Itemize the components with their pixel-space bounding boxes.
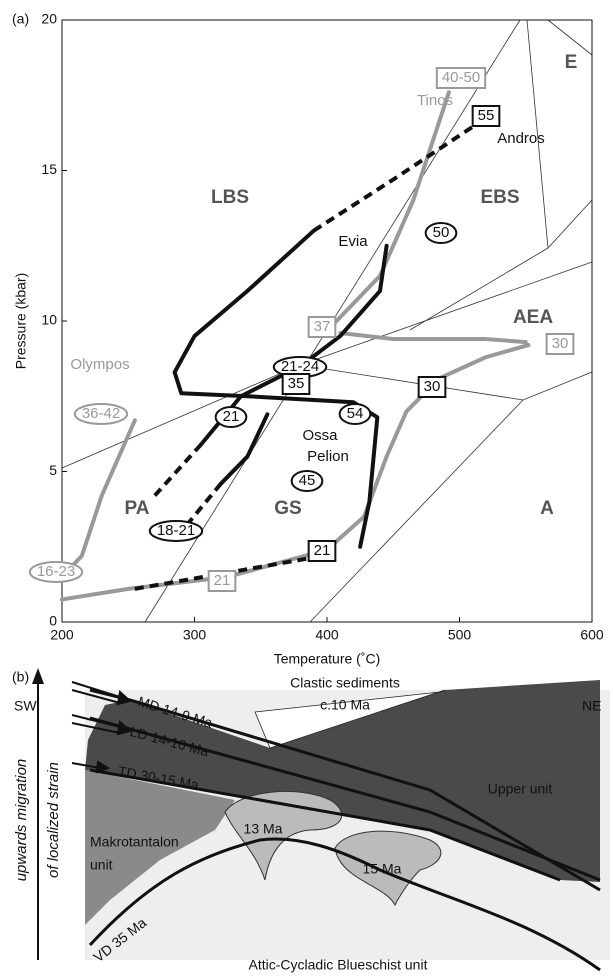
y-axis-label: Pressure (kbar)	[13, 273, 29, 369]
label-box	[207, 570, 237, 592]
age-label: 54	[347, 405, 364, 422]
fault-md	[89, 688, 601, 892]
unit-label: Upper unit	[488, 781, 553, 797]
pt-path	[199, 243, 389, 447]
x-tick-label: 300	[183, 627, 207, 643]
age-label: 30	[424, 378, 441, 395]
pt-path	[60, 343, 531, 602]
age-label: 18-21	[157, 522, 195, 539]
label-ellipse	[214, 406, 248, 428]
x-axis-label: Temperature (˚C)	[274, 651, 381, 667]
side-label: of localized strain	[45, 762, 62, 878]
unit-label: Makrotantalon	[90, 834, 179, 850]
facies-label: AEA	[513, 307, 553, 328]
path-label: Ossa	[302, 427, 338, 444]
age-label: 21	[314, 542, 331, 559]
y-tick-label: 20	[41, 11, 57, 27]
path-label: Olympos	[70, 356, 129, 373]
label-box	[307, 316, 337, 338]
facies-label: EBS	[480, 187, 519, 208]
y-tick-label: 0	[49, 613, 57, 629]
direction-label: SW	[14, 698, 37, 714]
facies-label: A	[540, 498, 554, 519]
pt-path	[219, 412, 270, 486]
fault-td	[89, 768, 561, 882]
y-tick-label: 15	[41, 161, 57, 177]
age-label: 30	[552, 335, 569, 352]
label-ellipse	[148, 520, 204, 542]
pt-path	[338, 331, 528, 345]
direction-label: NE	[582, 698, 601, 714]
pt-path	[134, 550, 341, 591]
panel-label: (b)	[12, 669, 29, 685]
facies-line	[309, 399, 524, 623]
dome	[334, 830, 442, 907]
y-tick-label: 5	[49, 462, 57, 478]
unit-label: Clastic sediments	[290, 675, 400, 691]
path-label: Pelion	[307, 448, 349, 465]
age-label: 36-42	[82, 405, 120, 422]
pt-path	[153, 443, 203, 497]
age-label: 37	[314, 318, 331, 335]
x-tick-label: 400	[315, 627, 339, 643]
panel-label: (a)	[12, 11, 29, 27]
pt-path	[312, 120, 481, 233]
age-label: 21	[223, 408, 240, 425]
facies-label: E	[565, 52, 578, 73]
age-label: 21	[214, 572, 231, 589]
unit-label: unit	[90, 857, 113, 873]
label-ellipse	[73, 403, 129, 425]
facies-line	[547, 19, 593, 56]
unit-label: 15 Ma	[363, 861, 402, 877]
label-box	[417, 376, 447, 398]
age-label: 40-50	[442, 69, 480, 86]
path-label: Tinos	[417, 92, 453, 109]
age-label: 35	[288, 375, 305, 392]
label-ellipse	[28, 561, 84, 583]
unit-label: Attic-Cycladic Blueschist unit	[249, 957, 428, 973]
label-box	[435, 67, 487, 89]
label-box	[471, 105, 501, 127]
label-box	[545, 333, 575, 355]
age-label: 45	[299, 472, 316, 489]
migration-arrowhead	[32, 668, 44, 684]
label-ellipse	[338, 403, 372, 425]
y-tick-label: 10	[41, 312, 57, 328]
age-label: 55	[478, 107, 495, 124]
upper-unit	[85, 680, 600, 882]
x-tick-label: 500	[448, 627, 472, 643]
path-label: Evia	[338, 233, 368, 250]
label-box	[281, 373, 311, 395]
label-ellipse	[424, 222, 458, 244]
facies-label: LBS	[211, 187, 249, 208]
label-box	[307, 540, 337, 562]
x-tick-label: 200	[50, 627, 74, 643]
pt-path	[331, 90, 451, 327]
unit-label: c.10 Ma	[320, 697, 370, 713]
label-ellipse	[290, 470, 324, 492]
age-label: 21-24	[281, 358, 319, 375]
shear-arrows	[71, 681, 133, 774]
facies-line	[526, 19, 549, 249]
facies-label: GS	[274, 498, 301, 519]
age-label: 50	[433, 224, 450, 241]
unit-label: 13 Ma	[244, 821, 283, 837]
dome	[224, 790, 342, 881]
makrotantalon-unit	[85, 770, 235, 925]
fault-ld	[89, 716, 601, 882]
side-label: upwards migration	[13, 759, 30, 882]
facies-label: PA	[125, 498, 150, 519]
facies-line	[409, 199, 593, 331]
x-tick-label: 600	[580, 627, 604, 643]
path-label: Andros	[497, 130, 545, 147]
cross-section: (b) SW NE upwards migration of localized…	[12, 668, 610, 973]
sediments	[254, 689, 446, 749]
pt-path	[172, 228, 380, 549]
fault-vd	[88, 837, 601, 972]
age-label: 16-23	[37, 563, 75, 580]
